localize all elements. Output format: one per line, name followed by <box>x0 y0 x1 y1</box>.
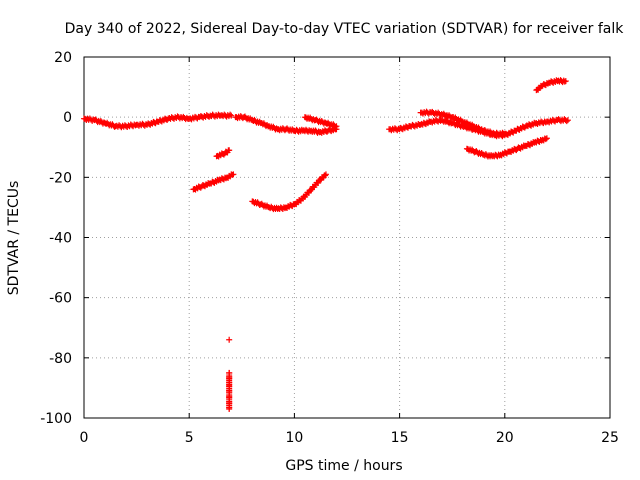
data-point <box>542 136 549 143</box>
data-point <box>238 114 245 121</box>
x-tick-label: 0 <box>80 430 89 446</box>
y-tick-label: -80 <box>49 351 72 367</box>
data-point <box>499 129 506 136</box>
data-point <box>495 151 502 158</box>
y-tick-label: 20 <box>54 50 72 66</box>
data-point <box>229 171 236 178</box>
plot-frame <box>83 56 611 419</box>
grid-lines <box>84 57 610 418</box>
x-tick-label: 5 <box>185 430 194 446</box>
data-point <box>280 204 287 211</box>
data-point <box>225 147 232 154</box>
y-tick-label: -100 <box>40 411 72 427</box>
data-point <box>264 202 271 209</box>
data-point <box>322 128 329 135</box>
data-point <box>331 122 338 129</box>
x-tick-label: 10 <box>285 430 303 446</box>
data-point <box>332 123 339 130</box>
data-point <box>264 121 271 128</box>
data-point <box>247 115 254 122</box>
data-point <box>563 118 570 125</box>
data-point <box>226 404 233 411</box>
x-tick-label: 20 <box>496 430 514 446</box>
data-points <box>81 77 571 412</box>
data-point <box>561 78 568 85</box>
data-point <box>500 130 507 137</box>
y-tick-label: 0 <box>63 110 72 126</box>
data-point <box>560 77 567 84</box>
data-point <box>468 122 475 129</box>
y-tick-label: -60 <box>49 291 72 307</box>
y-axis-label: SDTVAR / TECUs <box>6 181 22 296</box>
chart-title: Day 340 of 2022, Sidereal Day-to-day VTE… <box>65 21 625 37</box>
data-point <box>541 135 548 142</box>
data-point <box>512 146 519 153</box>
data-point <box>562 117 569 124</box>
data-point <box>478 150 485 157</box>
data-point <box>227 111 234 118</box>
data-point <box>322 172 329 179</box>
data-point <box>196 184 203 191</box>
data-point <box>226 336 233 343</box>
x-tick-label: 25 <box>601 430 619 446</box>
y-tick-label: -40 <box>49 231 72 247</box>
axis-ticks: 0 5 10 15 20 25 20 0 -20 -40 -60 -80 -100 <box>40 50 619 446</box>
x-tick-label: 15 <box>391 430 409 446</box>
y-tick-label: -20 <box>49 170 72 186</box>
x-axis-label: GPS time / hours <box>285 458 402 474</box>
data-point <box>183 114 190 121</box>
